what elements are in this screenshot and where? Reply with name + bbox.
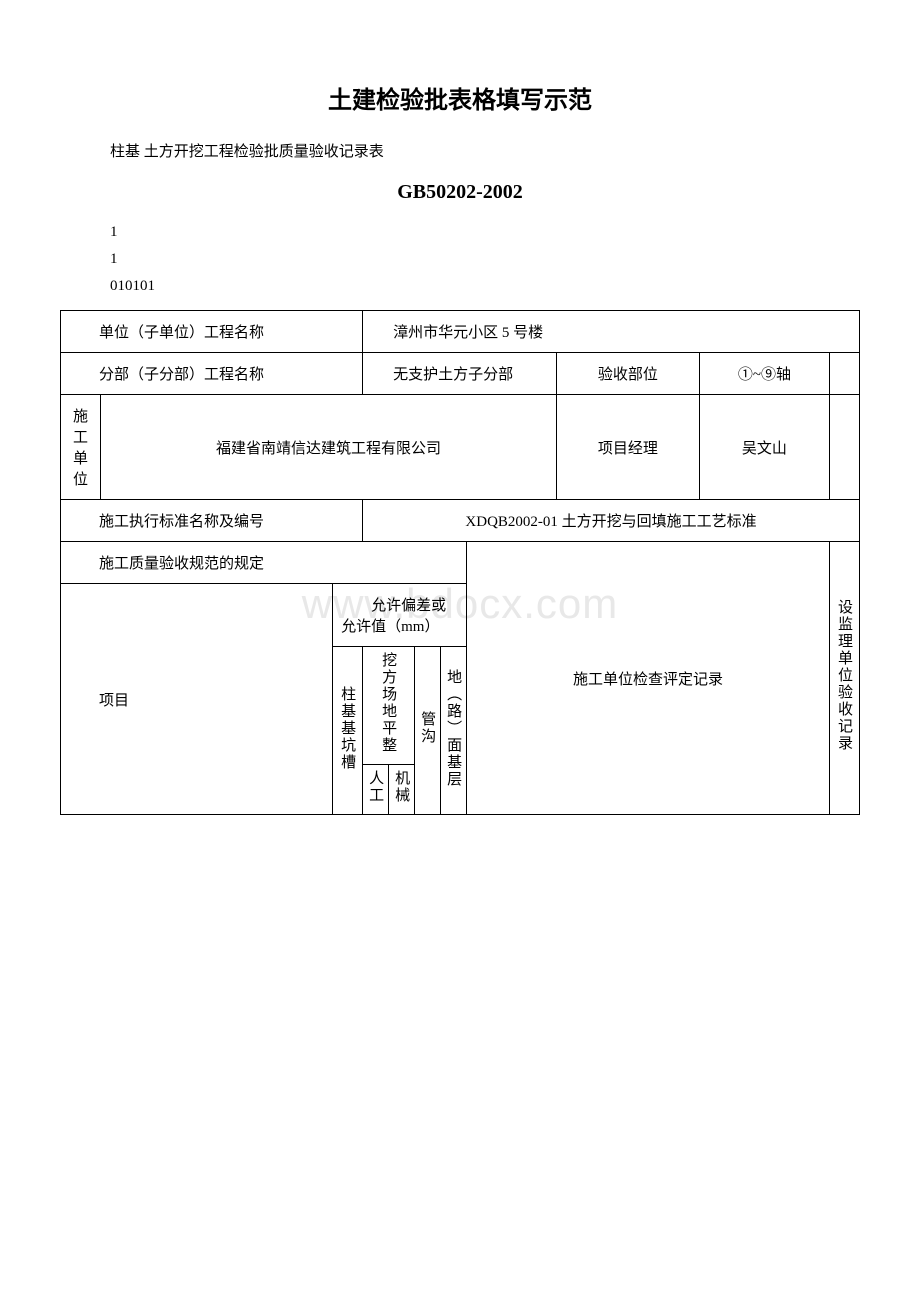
col-excavation: 挖方场地平整 xyxy=(363,647,415,765)
spec-regulation-label: 施工质量验收规范的规定 xyxy=(61,542,467,584)
acceptance-position-label: 验收部位 xyxy=(557,353,700,395)
sub-project-label: 分部（子分部）工程名称 xyxy=(61,353,363,395)
standard-name-value: XDQB2002-01 土方开挖与回填施工工艺标准 xyxy=(363,500,860,542)
construction-unit-value: 福建省南靖信达建筑工程有限公司 xyxy=(101,395,557,500)
unit-project-label: 单位（子单位）工程名称 xyxy=(61,311,363,353)
standard-code: GB50202-2002 xyxy=(60,181,860,204)
code-line-1: 1 xyxy=(110,219,860,246)
col-machine: 机械 xyxy=(389,765,415,815)
col-ground-base: 地（路）面基层 xyxy=(441,647,467,815)
unit-project-value: 漳州市华元小区 5 号楼 xyxy=(363,311,860,353)
construction-unit-label: 施工单位 xyxy=(61,395,101,500)
acceptance-position-value: ①~⑨轴 xyxy=(699,353,829,395)
inspection-record-label: 施工单位检查评定记录 xyxy=(467,542,830,815)
empty-cell xyxy=(830,353,860,395)
col-manual: 人工 xyxy=(363,765,389,815)
sub-project-value: 无支护土方子分部 xyxy=(363,353,557,395)
subtitle: 柱基 土方开挖工程检验批质量验收记录表 xyxy=(60,140,860,161)
code-line-3: 010101 xyxy=(110,273,860,300)
empty-cell xyxy=(830,395,860,500)
col-pipe-trench: 管沟 xyxy=(415,647,441,815)
project-manager-label: 项目经理 xyxy=(557,395,700,500)
table-row: 施工质量验收规范的规定 施工单位检查评定记录 设监理单位验收记录 xyxy=(61,542,860,584)
table-row: 单位（子单位）工程名称 漳州市华元小区 5 号楼 xyxy=(61,311,860,353)
project-manager-value: 吴文山 xyxy=(699,395,829,500)
project-item-label: 项目 xyxy=(61,584,333,815)
tolerance-label: 允许偏差或允许值（mm） xyxy=(333,584,467,647)
table-row: 分部（子分部）工程名称 无支护土方子分部 验收部位 ①~⑨轴 xyxy=(61,353,860,395)
col-pillar-base: 柱基基坑槽 xyxy=(333,647,363,815)
code-list: 1 1 010101 xyxy=(60,219,860,300)
table-row: 施工执行标准名称及编号 XDQB2002-01 土方开挖与回填施工工艺标准 xyxy=(61,500,860,542)
main-title: 土建检验批表格填写示范 xyxy=(60,80,860,115)
inspection-table: 单位（子单位）工程名称 漳州市华元小区 5 号楼 分部（子分部）工程名称 无支护… xyxy=(60,310,860,815)
table-row: 施工单位 福建省南靖信达建筑工程有限公司 项目经理 吴文山 xyxy=(61,395,860,500)
standard-name-label: 施工执行标准名称及编号 xyxy=(61,500,363,542)
code-line-2: 1 xyxy=(110,246,860,273)
supervisor-record-label: 设监理单位验收记录 xyxy=(830,542,860,815)
